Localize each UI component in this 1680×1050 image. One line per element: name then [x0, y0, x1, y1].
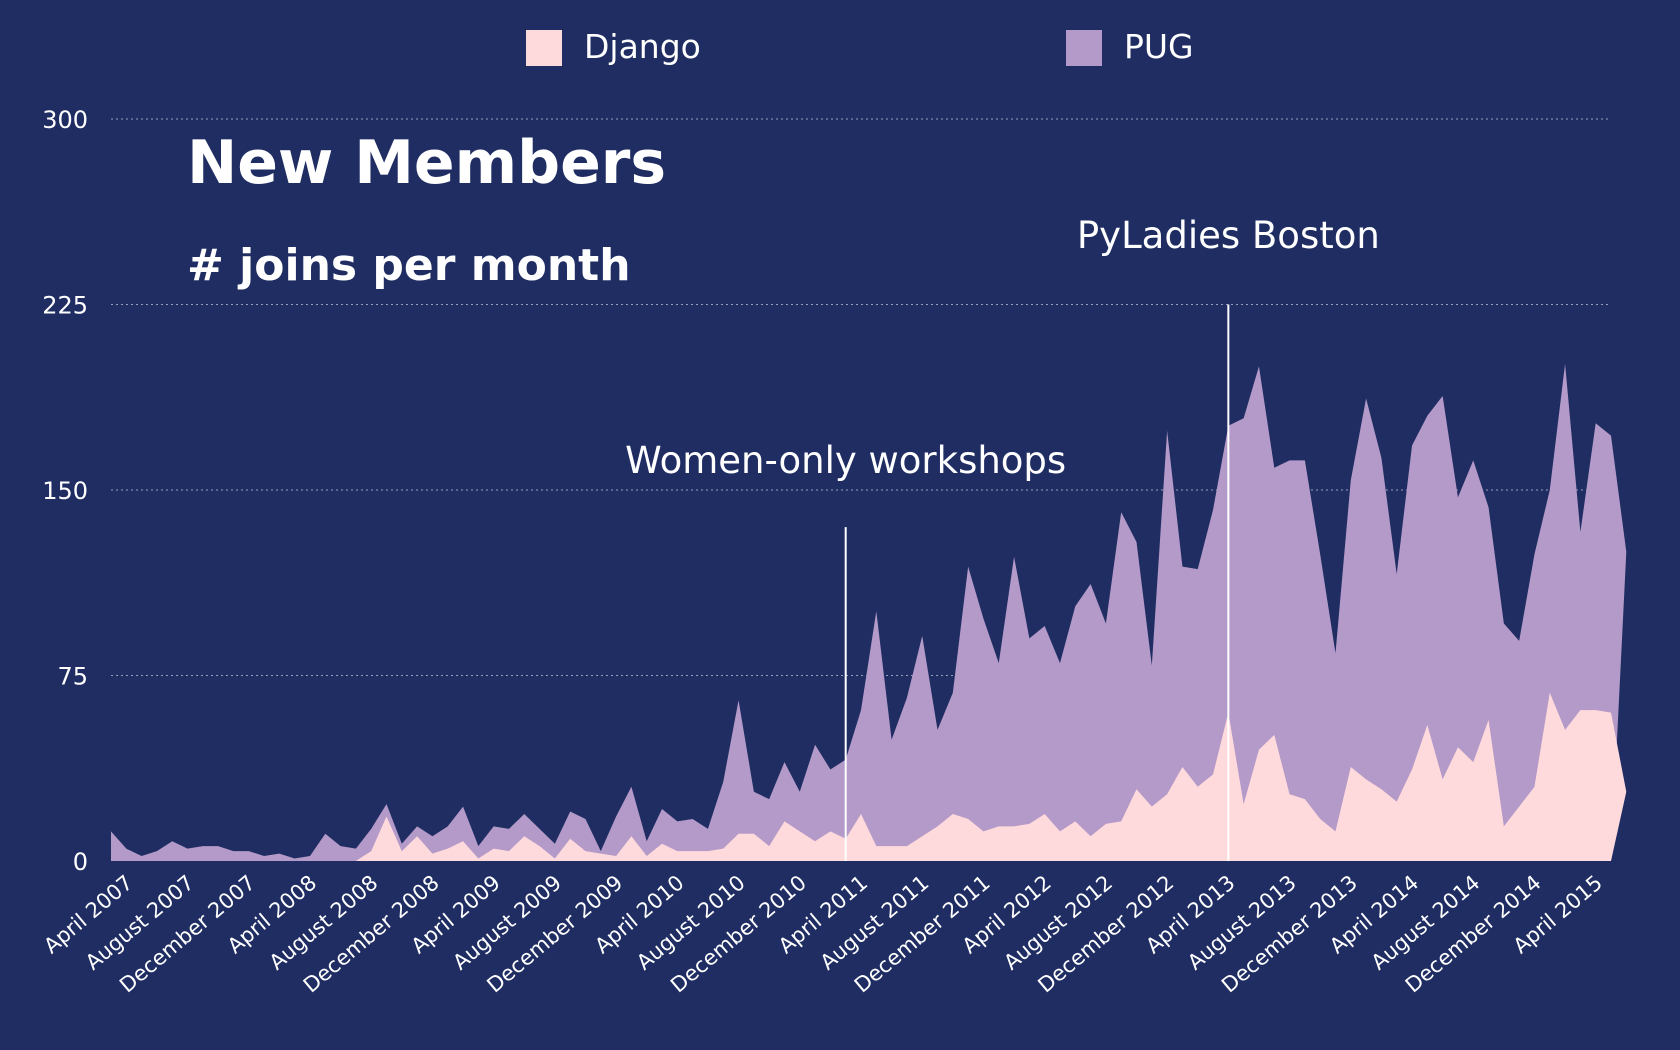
y-axis-ticks: 0 75 150 225 300: [42, 106, 88, 876]
legend: Django PUG: [526, 27, 1194, 66]
legend-swatch-pug: [1066, 30, 1102, 66]
legend-label-pug: PUG: [1124, 27, 1194, 66]
legend-swatch-django: [526, 30, 562, 66]
y-tick-label: 75: [57, 663, 88, 691]
y-tick-label: 300: [42, 106, 88, 134]
area-pug: [111, 363, 1627, 861]
area-django: [111, 692, 1627, 861]
area-series: [111, 363, 1627, 861]
y-tick-label: 0: [73, 848, 88, 876]
annotations: Women-only workshops PyLadies Boston: [625, 214, 1380, 861]
annotation-label-1: PyLadies Boston: [1077, 214, 1380, 257]
y-tick-label: 225: [42, 292, 88, 320]
chart-title: New Members: [187, 128, 666, 198]
y-tick-label: 150: [42, 477, 88, 505]
legend-label-django: Django: [584, 27, 701, 66]
chart-subtitle: # joins per month: [187, 240, 631, 291]
annotation-label-0: Women-only workshops: [625, 439, 1066, 482]
